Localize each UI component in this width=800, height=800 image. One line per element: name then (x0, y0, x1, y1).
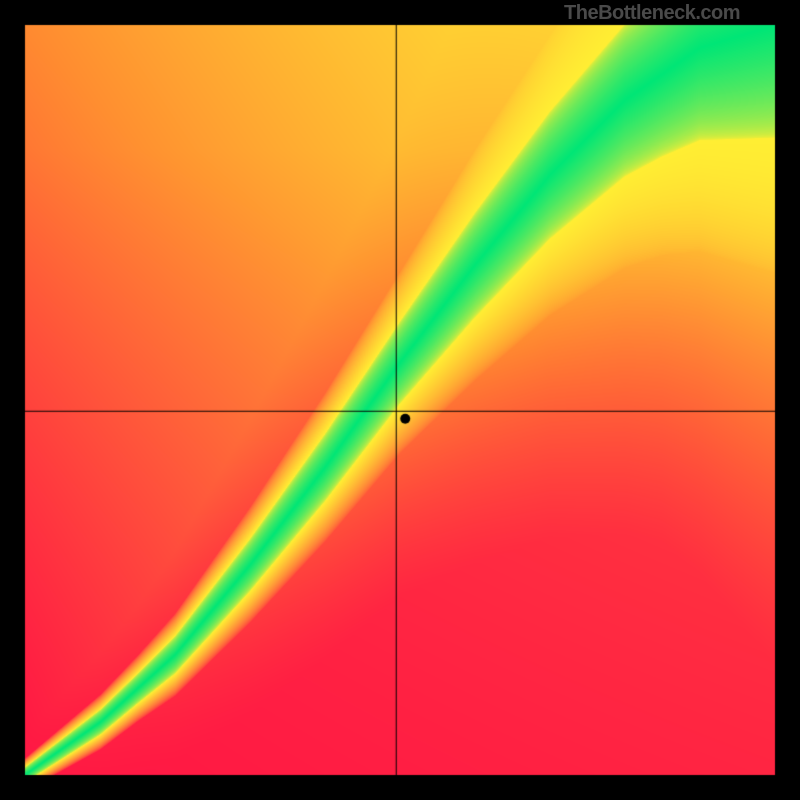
bottleneck-heatmap (0, 0, 800, 800)
attribution-text: TheBottleneck.com (564, 2, 740, 25)
